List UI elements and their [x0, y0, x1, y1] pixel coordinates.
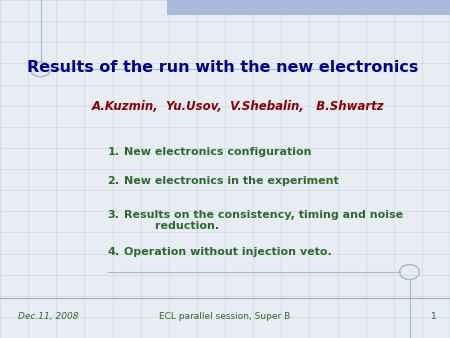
Bar [166, 0, 450, 15]
Text: 2.: 2. [107, 176, 119, 186]
Text: ECL parallel session, Super B: ECL parallel session, Super B [159, 312, 291, 320]
Text: 4.: 4. [107, 247, 119, 257]
Text: 1.: 1. [107, 147, 119, 157]
Text: New electronics in the experiment: New electronics in the experiment [124, 176, 338, 186]
Text: 3.: 3. [108, 210, 119, 220]
Text: Operation without injection veto.: Operation without injection veto. [124, 247, 332, 257]
Text: Results on the consistency, timing and noise
        reduction.: Results on the consistency, timing and n… [124, 210, 403, 231]
Text: Dec.11, 2008: Dec.11, 2008 [18, 312, 78, 320]
Text: New electronics configuration: New electronics configuration [124, 147, 311, 157]
Text: A.Kuzmin,  Yu.Usov,  V.Shebalin,   B.Shwartz: A.Kuzmin, Yu.Usov, V.Shebalin, B.Shwartz [92, 100, 385, 113]
Text: Results of the run with the new electronics: Results of the run with the new electron… [27, 60, 419, 75]
Text: 1: 1 [431, 312, 436, 320]
